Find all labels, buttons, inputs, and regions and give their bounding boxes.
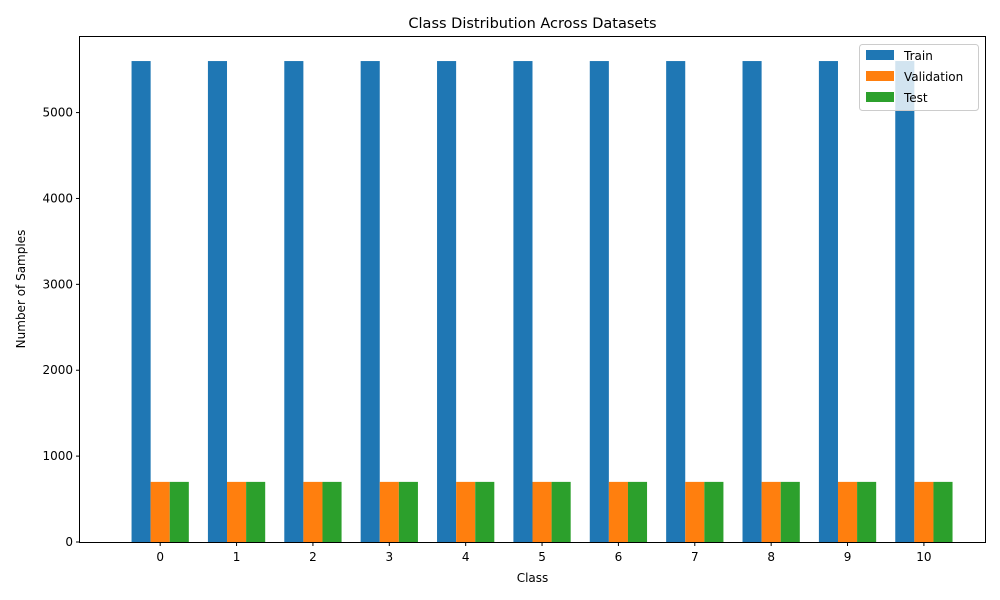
bar-train-class-7 bbox=[666, 61, 686, 543]
x-axis-label: Class bbox=[517, 571, 549, 585]
bar-train-class-2 bbox=[284, 61, 304, 543]
bar-train-class-4 bbox=[437, 61, 457, 543]
bar-test-class-5 bbox=[551, 481, 571, 542]
bar-train-class-3 bbox=[360, 61, 380, 543]
legend-swatch-test bbox=[866, 92, 894, 102]
bar-validation-class-8 bbox=[761, 481, 781, 542]
bar-test-class-1 bbox=[246, 481, 266, 542]
legend: Train Validation Test bbox=[859, 44, 979, 111]
bar-validation-class-10 bbox=[914, 481, 934, 542]
bar-validation-class-6 bbox=[608, 481, 628, 542]
x-tick-label: 10 bbox=[916, 550, 931, 564]
bar-validation-class-3 bbox=[379, 481, 399, 542]
bar-validation-class-9 bbox=[837, 481, 858, 542]
bar-train-class-9 bbox=[818, 61, 838, 543]
y-tick-label: 4000 bbox=[42, 191, 73, 205]
legend-label-train: Train bbox=[903, 49, 933, 63]
bar-validation-class-7 bbox=[685, 481, 705, 542]
bar-validation-class-1 bbox=[227, 481, 247, 542]
bar-validation-class-0 bbox=[150, 481, 170, 542]
bar-train-class-8 bbox=[742, 61, 762, 543]
y-tick-label: 1000 bbox=[42, 449, 73, 463]
y-axis-ticks: 0 1000 2000 3000 4000 5000 bbox=[42, 106, 80, 549]
chart-title: Class Distribution Across Datasets bbox=[408, 16, 656, 32]
x-tick-label: 1 bbox=[233, 550, 241, 564]
y-axis-label: Number of Samples bbox=[14, 230, 28, 349]
bars-group bbox=[131, 61, 953, 543]
x-tick-label: 3 bbox=[385, 550, 393, 564]
bar-validation-class-2 bbox=[303, 481, 323, 542]
bar-validation-class-4 bbox=[456, 481, 476, 542]
bar-test-class-8 bbox=[780, 481, 800, 542]
bar-train-class-5 bbox=[513, 61, 533, 543]
x-tick-label: 9 bbox=[844, 550, 852, 564]
legend-label-test: Test bbox=[903, 91, 928, 105]
bar-train-class-6 bbox=[589, 61, 609, 543]
x-tick-label: 4 bbox=[462, 550, 470, 564]
bar-test-class-2 bbox=[322, 481, 342, 542]
x-tick-label: 7 bbox=[691, 550, 699, 564]
y-tick-label: 2000 bbox=[42, 363, 73, 377]
y-tick-label: 3000 bbox=[42, 277, 73, 291]
bar-test-class-4 bbox=[475, 481, 495, 542]
bar-test-class-9 bbox=[857, 481, 877, 542]
x-tick-label: 8 bbox=[767, 550, 775, 564]
bar-test-class-0 bbox=[169, 481, 189, 542]
x-tick-label: 0 bbox=[156, 550, 164, 564]
bar-test-class-3 bbox=[398, 481, 418, 542]
bar-train-class-0 bbox=[131, 61, 151, 543]
x-tick-label: 5 bbox=[538, 550, 546, 564]
y-tick-label: 5000 bbox=[42, 106, 73, 120]
bar-train-class-10 bbox=[895, 61, 915, 543]
x-tick-label: 6 bbox=[615, 550, 623, 564]
bar-train-class-1 bbox=[207, 61, 228, 543]
bar-test-class-10 bbox=[933, 481, 953, 542]
legend-swatch-validation bbox=[866, 71, 894, 81]
legend-label-validation: Validation bbox=[904, 70, 963, 84]
y-tick-label: 0 bbox=[65, 535, 73, 549]
bar-validation-class-5 bbox=[532, 481, 552, 542]
bar-test-class-6 bbox=[627, 481, 648, 542]
plot-frame bbox=[79, 36, 986, 543]
legend-swatch-train bbox=[866, 50, 894, 60]
bar-test-class-7 bbox=[704, 481, 724, 542]
x-axis-ticks: 0 1 2 3 4 5 6 7 8 9 10 bbox=[156, 542, 932, 564]
x-tick-label: 2 bbox=[309, 550, 317, 564]
